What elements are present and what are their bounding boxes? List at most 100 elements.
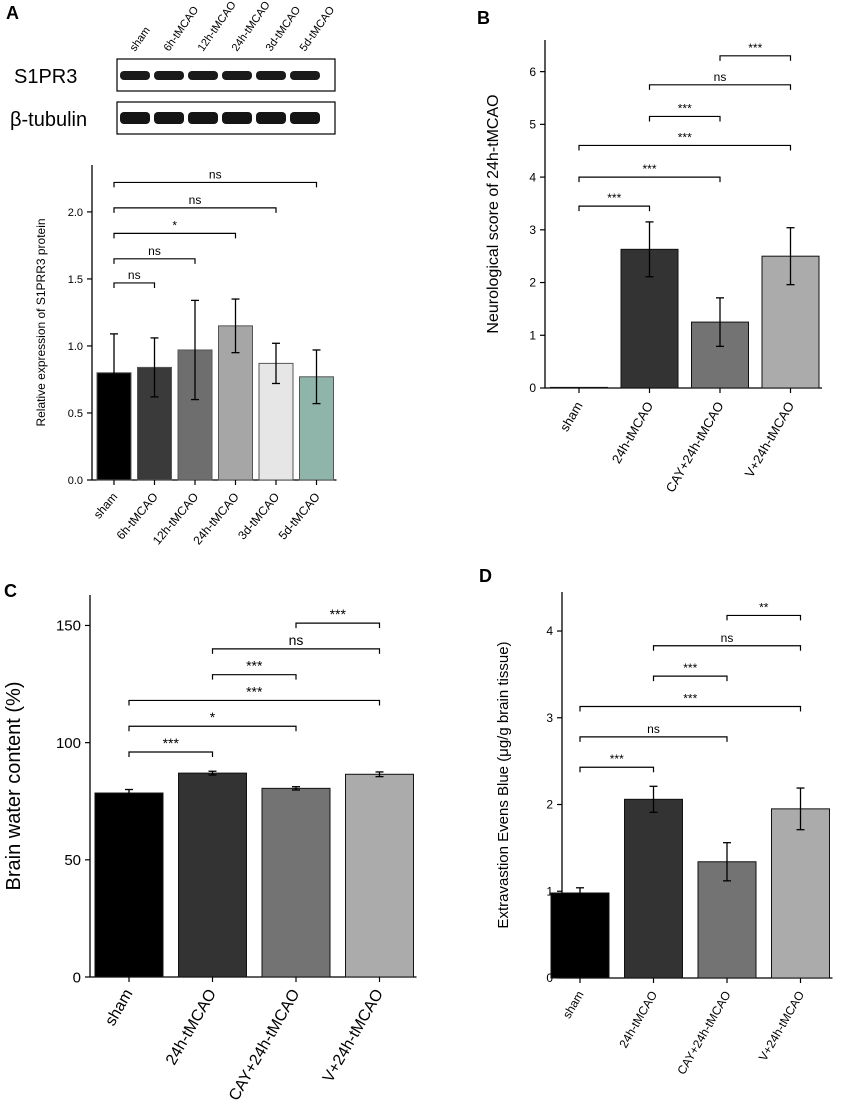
chart-c-brain-water: 0 50 100 150 Brain water content (%) sham 24h-…: [3, 595, 417, 1104]
blot-band-s1pr3: [188, 71, 218, 80]
significance-label: ***: [607, 191, 621, 205]
x-tick-label: 24h-tMCAO: [163, 987, 220, 1069]
significance-bracket: [113, 282, 156, 288]
significance-bracket: [652, 645, 802, 651]
y-axis-title: Relative expression of S1PRR3 protein: [34, 218, 48, 426]
bar: [550, 386, 608, 389]
y-axis-title: Brain water content (%): [3, 682, 25, 891]
panel-letter-d: D: [479, 566, 492, 586]
significance-bracket: [719, 55, 792, 61]
panel-letter-b: B: [477, 8, 490, 28]
y-tick-label: 150: [56, 618, 81, 635]
blot-band-s1pr3: [256, 71, 286, 80]
significance-bracket: [579, 705, 802, 712]
panel-letter-a: A: [6, 3, 19, 23]
bar: [345, 773, 414, 978]
significance-bracket: [578, 205, 651, 212]
significance-bracket: [648, 115, 721, 122]
significance-bracket: [113, 232, 237, 239]
y-tick-label: 0.5: [68, 408, 83, 420]
blot-bands: [120, 71, 320, 124]
bar: [261, 787, 331, 978]
significance-bracket: [726, 614, 802, 621]
x-tick-label: sham: [557, 399, 586, 434]
blot-band-tubulin: [120, 112, 150, 124]
significance-bracket: [648, 84, 792, 90]
x-tick-label: CAY+24h-tMCAO: [674, 989, 733, 1078]
y-tick-label: 0: [529, 381, 536, 395]
significance-label: ns: [714, 70, 727, 84]
bar: [550, 892, 610, 979]
x-tick-label: V+24h-tMCAO: [756, 989, 807, 1064]
significance-bracket: [578, 176, 721, 183]
bar: [94, 792, 164, 978]
significance-label: ns: [148, 244, 161, 258]
blot-row-label-tubulin: β-tubulin: [10, 109, 87, 131]
x-tick-label: CAY+24h-tMCAO: [226, 987, 303, 1104]
significance-bracket: [295, 622, 381, 629]
x-tick-label: 3d-tMCAO: [235, 490, 282, 542]
blot-band-s1pr3: [290, 71, 320, 80]
y-tick-label: 0: [546, 971, 553, 985]
x-tick-label: CAY+24h-tMCAO: [663, 399, 727, 495]
significance-label: *: [172, 218, 177, 232]
significance-label: ns: [128, 268, 141, 282]
y-tick-label: 0: [73, 969, 81, 986]
y-tick-label: 3: [529, 223, 536, 237]
y-axis-title: Neurological score of 24h-tMCAO: [485, 94, 502, 333]
x-tick-label: sham: [560, 988, 587, 1020]
y-tick-label: 50: [64, 852, 81, 869]
western-blot: sham 6h-tMCAO12h-tMCAO24h-tMCAO3d-tMCAO5d…: [10, 0, 338, 135]
significance-label: ***: [163, 735, 180, 751]
significance-bracket: [579, 766, 655, 773]
significance-label: ns: [721, 631, 734, 645]
y-tick-label: 100: [56, 735, 81, 752]
significance-label: ***: [683, 691, 697, 705]
significance-label: ***: [246, 658, 263, 674]
x-tick-label: 24h-tMCAO: [616, 989, 660, 1051]
significance-label: ns: [289, 632, 304, 648]
x-tick-label: 5d-tMCAO: [276, 490, 323, 542]
bar: [771, 808, 830, 979]
y-tick-label: 1: [529, 328, 536, 342]
significance-label: ***: [748, 41, 762, 55]
y-tick-label: 1.0: [68, 341, 83, 353]
y-tick-label: 4: [529, 170, 536, 184]
significance-label: ***: [683, 661, 697, 675]
blot-band-tubulin: [256, 112, 286, 124]
blot-band-tubulin: [154, 112, 184, 124]
significance-bracket: [578, 144, 792, 151]
significance-label: **: [759, 600, 769, 614]
blot-band-s1pr3: [222, 71, 252, 80]
y-tick-label: 4: [546, 624, 553, 638]
blot-lane-label: sham: [128, 25, 153, 54]
significance-bracket: [579, 736, 728, 742]
bar: [178, 772, 247, 978]
blot-lane-label: 5d-tMCAO: [298, 4, 338, 54]
significance-bracket: [128, 725, 297, 732]
y-tick-label: 1: [546, 884, 553, 898]
bar: [624, 798, 683, 979]
y-tick-label: 2: [546, 798, 553, 812]
blot-band-tubulin: [188, 112, 218, 124]
significance-label: ns: [189, 193, 202, 207]
significance-label: ***: [330, 606, 347, 622]
significance-label: ***: [610, 752, 624, 766]
significance-label: ns: [647, 722, 660, 736]
y-tick-label: 0.0: [68, 475, 83, 487]
chart-d-evans-blue: 0 1 2 3 4 Extravastion Evens Blue (μg/g brain…: [495, 592, 833, 1077]
y-tick-label: 6: [529, 65, 536, 79]
significance-bracket: [113, 207, 277, 213]
x-tick-label: V+24h-tMCAO: [320, 987, 387, 1086]
blot-band-s1pr3: [120, 71, 150, 80]
y-tick-label: 2: [529, 276, 536, 290]
x-tick-label: sham: [102, 987, 136, 1029]
blot-band-s1pr3: [154, 71, 184, 80]
significance-bracket: [113, 181, 318, 188]
y-tick-label: 2.0: [68, 207, 83, 219]
significance-bracket: [211, 648, 381, 654]
significance-bracket: [128, 699, 381, 706]
chart-b-neurological-score: 0 1 2 3 4 5 6 Neurological score of 24h-tMCAO sh…: [485, 40, 822, 495]
significance-bracket: [652, 675, 728, 682]
